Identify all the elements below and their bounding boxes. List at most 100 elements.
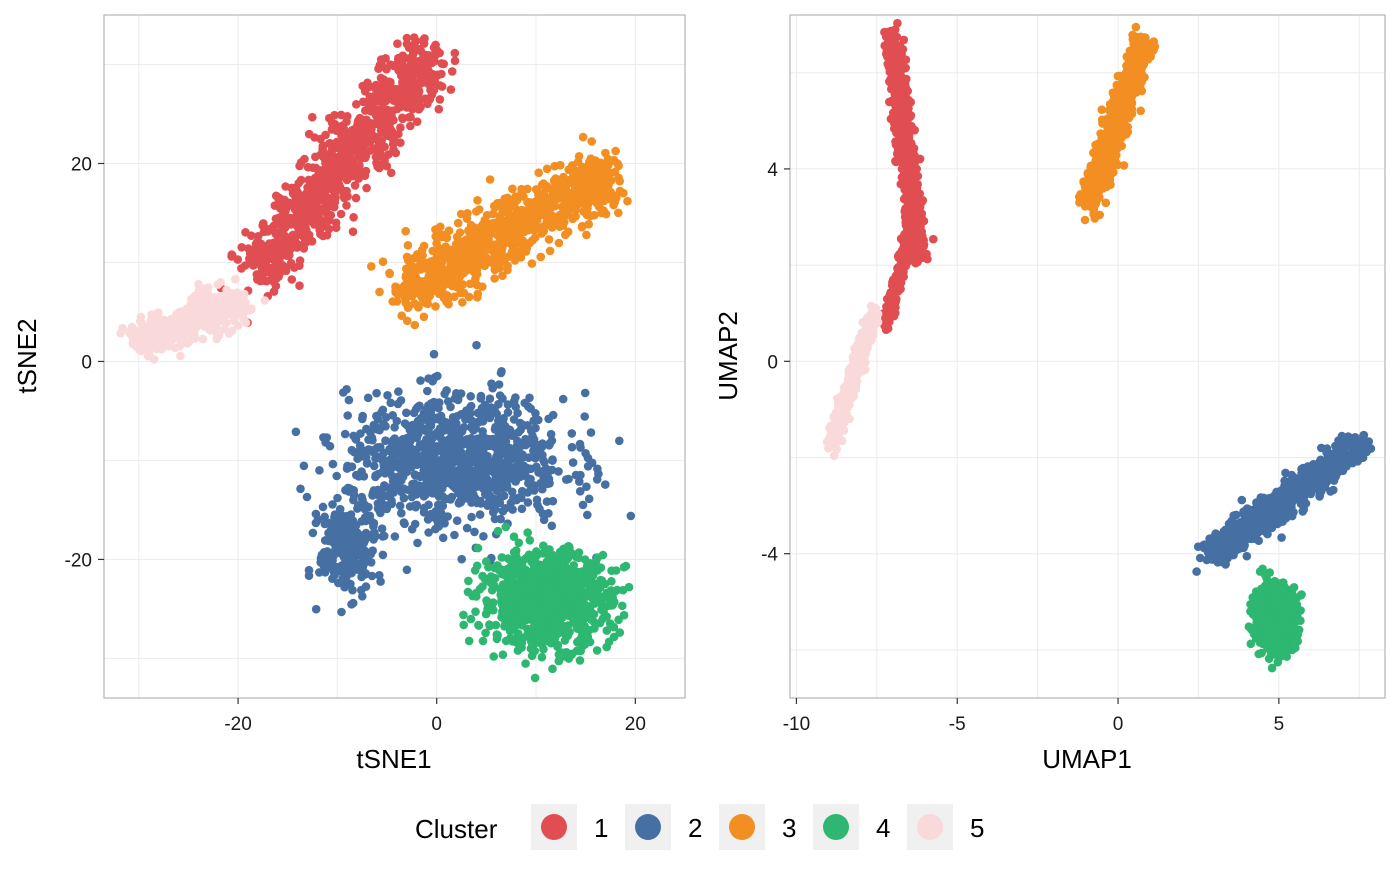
point-cluster-3 bbox=[587, 137, 596, 146]
point-cluster-1 bbox=[439, 60, 448, 69]
point-cluster-1 bbox=[359, 98, 368, 107]
point-cluster-4 bbox=[546, 562, 555, 571]
point-cluster-2 bbox=[431, 415, 440, 424]
x-tick-label: -20 bbox=[224, 714, 251, 735]
point-cluster-2 bbox=[439, 534, 448, 543]
point-cluster-2 bbox=[330, 568, 339, 577]
point-cluster-3 bbox=[486, 175, 495, 184]
point-cluster-5 bbox=[156, 343, 165, 352]
point-cluster-3 bbox=[473, 293, 482, 302]
point-cluster-2 bbox=[549, 411, 558, 420]
point-cluster-2 bbox=[463, 524, 472, 533]
point-cluster-3 bbox=[590, 180, 599, 189]
point-cluster-1 bbox=[386, 78, 395, 87]
point-cluster-1 bbox=[332, 144, 341, 153]
point-cluster-5 bbox=[214, 293, 223, 302]
point-cluster-1 bbox=[417, 72, 426, 81]
point-cluster-2 bbox=[585, 495, 594, 504]
point-cluster-3 bbox=[483, 211, 492, 220]
point-cluster-4 bbox=[596, 619, 605, 628]
point-cluster-4 bbox=[574, 554, 583, 563]
point-cluster-1 bbox=[349, 162, 358, 171]
point-cluster-4 bbox=[576, 578, 585, 587]
point-cluster-3 bbox=[410, 278, 419, 287]
point-cluster-3 bbox=[611, 147, 620, 156]
point-cluster-4 bbox=[515, 569, 524, 578]
point-cluster-1 bbox=[410, 33, 419, 42]
point-cluster-3 bbox=[543, 218, 552, 227]
point-cluster-4 bbox=[525, 598, 534, 607]
point-cluster-3 bbox=[508, 202, 517, 211]
point-cluster-4 bbox=[479, 637, 488, 646]
point-cluster-3 bbox=[401, 227, 410, 236]
point-cluster-2 bbox=[328, 500, 337, 509]
y-tick-label: 20 bbox=[71, 154, 92, 175]
point-cluster-1 bbox=[282, 203, 291, 212]
point-cluster-1 bbox=[345, 135, 354, 144]
point-cluster-5 bbox=[216, 278, 225, 287]
point-cluster-3 bbox=[506, 224, 515, 233]
point-cluster-2 bbox=[548, 522, 557, 531]
point-cluster-4 bbox=[464, 588, 473, 597]
point-cluster-3 bbox=[439, 282, 448, 291]
point-cluster-3 bbox=[496, 256, 505, 265]
point-cluster-2 bbox=[341, 430, 350, 439]
point-cluster-3 bbox=[519, 244, 528, 253]
point-cluster-2 bbox=[379, 449, 388, 458]
point-cluster-4 bbox=[475, 621, 484, 630]
point-cluster-4 bbox=[524, 608, 533, 617]
point-cluster-2 bbox=[397, 396, 406, 405]
point-cluster-1 bbox=[320, 192, 329, 201]
point-cluster-3 bbox=[438, 233, 447, 242]
point-cluster-2 bbox=[434, 404, 443, 413]
point-cluster-2 bbox=[439, 447, 448, 456]
point-cluster-2 bbox=[366, 428, 375, 437]
point-cluster-2 bbox=[418, 424, 427, 433]
point-cluster-3 bbox=[498, 236, 507, 245]
point-cluster-1 bbox=[331, 120, 340, 129]
point-cluster-2 bbox=[303, 493, 312, 502]
point-cluster-4 bbox=[484, 563, 493, 572]
point-cluster-1 bbox=[406, 122, 415, 131]
point-cluster-3 bbox=[550, 162, 559, 171]
point-cluster-3 bbox=[375, 288, 384, 297]
point-cluster-5 bbox=[190, 334, 199, 343]
point-cluster-3 bbox=[551, 181, 560, 190]
point-cluster-4 bbox=[481, 629, 490, 638]
point-cluster-2 bbox=[363, 459, 372, 468]
point-cluster-2 bbox=[319, 503, 328, 512]
point-cluster-2 bbox=[372, 389, 381, 398]
point-cluster-3 bbox=[471, 275, 480, 284]
point-cluster-3 bbox=[415, 262, 424, 271]
point-cluster-2 bbox=[485, 466, 494, 475]
point-cluster-2 bbox=[466, 403, 475, 412]
point-cluster-4 bbox=[538, 607, 547, 616]
point-cluster-2 bbox=[371, 473, 380, 482]
point-cluster-3 bbox=[614, 209, 623, 218]
point-cluster-2 bbox=[372, 412, 381, 421]
point-cluster-2 bbox=[576, 471, 585, 480]
point-cluster-2 bbox=[514, 446, 523, 455]
point-cluster-1 bbox=[369, 144, 378, 153]
point-cluster-1 bbox=[258, 221, 267, 230]
point-cluster-5 bbox=[136, 317, 145, 326]
point-cluster-4 bbox=[618, 602, 627, 611]
point-cluster-3 bbox=[400, 289, 409, 298]
point-cluster-3 bbox=[447, 278, 456, 287]
point-cluster-4 bbox=[523, 625, 532, 634]
point-cluster-4 bbox=[564, 554, 573, 563]
point-cluster-2 bbox=[500, 491, 509, 500]
point-cluster-3 bbox=[598, 190, 607, 199]
point-cluster-2 bbox=[488, 435, 497, 444]
point-cluster-4 bbox=[467, 615, 476, 624]
point-cluster-2 bbox=[352, 559, 361, 568]
point-cluster-3 bbox=[534, 190, 543, 199]
point-cluster-2 bbox=[358, 415, 367, 424]
point-cluster-2 bbox=[518, 505, 527, 514]
point-cluster-2 bbox=[467, 513, 476, 522]
point-cluster-5 bbox=[176, 342, 185, 351]
point-cluster-1 bbox=[276, 220, 285, 229]
point-cluster-2 bbox=[431, 475, 440, 484]
